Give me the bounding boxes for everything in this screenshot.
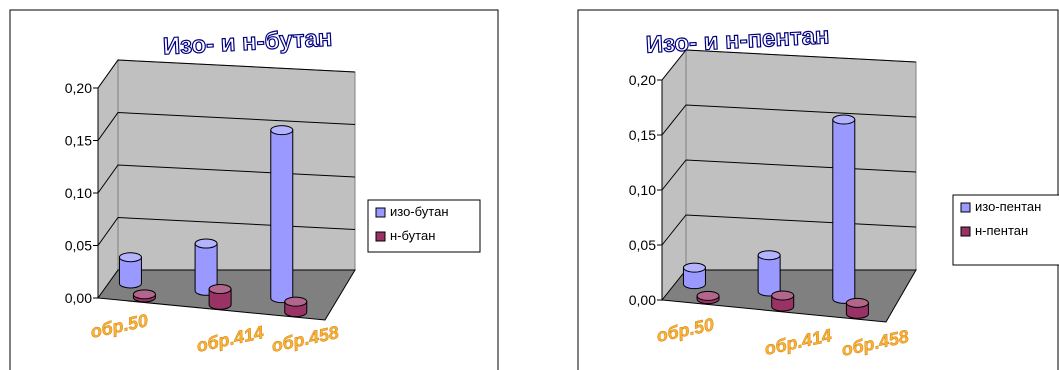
bar-изо-бутан [194, 238, 218, 296]
y-tick-label: 0,10 [629, 182, 656, 198]
bar-body [270, 129, 294, 304]
legend-label: изо-бутан [390, 204, 449, 219]
y-tick-label: 0,15 [629, 127, 656, 143]
bar-н-бутан [208, 284, 232, 310]
bar-top [208, 284, 232, 295]
bar-н-бутан [284, 296, 308, 318]
y-tick-label: 0,20 [65, 80, 92, 96]
legend-swatch [960, 202, 971, 213]
legend-swatch [375, 231, 386, 242]
bar-изо-пентан [832, 114, 856, 304]
gridline [661, 49, 917, 81]
bar-top [757, 250, 781, 261]
bar-top [845, 297, 869, 308]
y-tick-label: 0,20 [629, 72, 656, 88]
y-tick-label: 0,10 [65, 185, 92, 201]
bar-top [270, 125, 294, 136]
bar-н-пентан [845, 297, 869, 319]
gridline [97, 111, 356, 141]
bar-изо-пентан [757, 250, 781, 297]
bar-top [132, 289, 156, 300]
bar-н-пентан [696, 290, 720, 305]
y-tick-label: 0,00 [629, 292, 656, 308]
legend-label: н-пентан [975, 223, 1028, 238]
y-tick-label: 0,00 [65, 290, 92, 306]
bar-top [771, 290, 795, 301]
y-tick-label: 0,05 [629, 237, 656, 253]
legend [952, 194, 1059, 266]
bar-top [194, 238, 218, 249]
bar-н-бутан [132, 289, 156, 303]
back-wall [685, 49, 917, 271]
bar-body [118, 256, 142, 289]
y-tick-label: 0,15 [65, 133, 92, 149]
bar-body [757, 254, 781, 297]
gridline [661, 104, 917, 136]
legend [367, 199, 481, 253]
legend-label: изо-пентан [975, 199, 1041, 214]
bar-top [118, 252, 142, 263]
chart-isobutane: 0,00 0,05 0,10 0,15 0,20 обр.50 обр.414 обр.458… [0, 0, 500, 370]
bar-top [284, 296, 308, 307]
bar-изо-бутан [118, 252, 142, 289]
bar-изо-пентан [682, 262, 706, 290]
bar-top [682, 262, 706, 273]
legend-swatch [960, 226, 971, 237]
bar-изо-бутан [270, 125, 294, 304]
bar-top [696, 290, 720, 301]
bar-body [208, 288, 232, 310]
y-tick-label: 0,05 [65, 238, 92, 254]
gridline [97, 59, 356, 89]
bar-body [682, 267, 706, 290]
legend-label: н-бутан [390, 228, 435, 243]
bar-top [832, 114, 856, 125]
bar-body [832, 119, 856, 304]
bar-н-пентан [771, 290, 795, 312]
back-wall [117, 59, 356, 271]
legend-swatch [375, 207, 386, 218]
chart-isopentane: 0,00 0,05 0,10 0,15 0,20 обр.50 обр.414 обр.458… [568, 0, 1059, 370]
